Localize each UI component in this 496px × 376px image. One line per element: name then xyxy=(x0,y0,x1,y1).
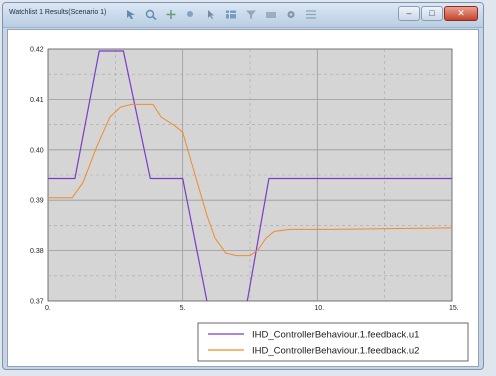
y-tick-label: 0.38 xyxy=(30,248,44,255)
line-chart[interactable]: 0.42 0.41 0.40 0.39 0.38 0.370. 5. 10. 15. IHD_Co… xyxy=(8,30,478,366)
y-tick-label: 0.40 xyxy=(30,147,44,154)
filter-icon[interactable] xyxy=(245,9,257,20)
pan-icon[interactable] xyxy=(165,9,177,20)
search-icon[interactable] xyxy=(185,9,197,20)
close-button[interactable]: ✕ xyxy=(444,6,478,21)
series-line-2 xyxy=(48,103,452,257)
legend-label-1: IHD_ControllerBehaviour.1.feedback.u1 xyxy=(252,330,419,341)
y-tick-label: 0.41 xyxy=(30,97,44,104)
legend-box xyxy=(197,322,469,362)
results-window: Watchlist 1 Results(Scenario 1) – □ ✕ 0.… xyxy=(2,2,484,370)
x-tick-label: 15. xyxy=(449,305,459,312)
minimize-button[interactable]: – xyxy=(398,6,420,21)
maximize-button[interactable]: □ xyxy=(421,6,443,21)
toolbar xyxy=(125,9,317,20)
export-icon[interactable] xyxy=(265,9,277,20)
x-tick-label: 10. xyxy=(314,305,324,312)
x-tick-label: 0. xyxy=(45,305,51,312)
table-icon[interactable] xyxy=(225,9,237,20)
y-tick-label: 0.39 xyxy=(30,198,44,205)
window-controls: – □ ✕ xyxy=(398,6,478,21)
y-tick-label: 0.42 xyxy=(30,47,44,54)
window-title: Watchlist 1 Results(Scenario 1) xyxy=(9,9,107,16)
zoom-icon[interactable] xyxy=(145,9,157,20)
settings-icon[interactable] xyxy=(285,9,297,20)
plot-area: 0.42 0.41 0.40 0.39 0.38 0.37 0. 5. 10. 15. IHD_Co… xyxy=(7,29,479,367)
y-tick-label: 0.37 xyxy=(30,299,44,306)
legend-label-2: IHD_ControllerBehaviour.1.feedback.u2 xyxy=(252,346,419,357)
select-icon[interactable] xyxy=(125,9,137,20)
cursor-icon[interactable] xyxy=(205,9,217,20)
grid-icon[interactable] xyxy=(305,9,317,20)
series-line-1 xyxy=(48,50,452,301)
x-tick-label: 5. xyxy=(180,305,186,312)
title-bar[interactable]: Watchlist 1 Results(Scenario 1) – □ ✕ xyxy=(3,3,483,28)
